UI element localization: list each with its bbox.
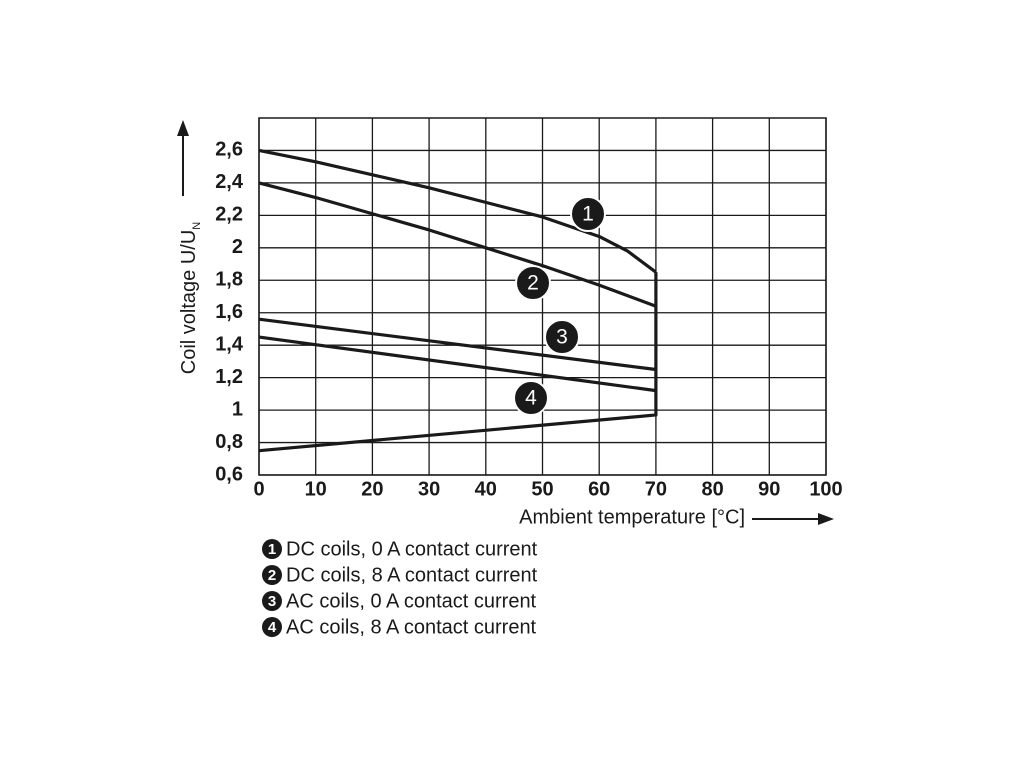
legend-label: AC coils, 0 A contact current <box>286 590 537 612</box>
x-tick-label: 10 <box>305 478 327 500</box>
x-tick-label: 80 <box>701 478 723 500</box>
y-axis-label: Coil voltage U/U <box>178 230 200 375</box>
legend-marker <box>262 617 282 637</box>
x-tick-label: 40 <box>475 478 497 500</box>
x-tick-label: 60 <box>588 478 610 500</box>
x-tick-label: 0 <box>253 478 264 500</box>
series-line <box>258 148 657 274</box>
x-tick-label: 50 <box>531 478 553 500</box>
legend-marker <box>262 565 282 585</box>
curve-marker <box>570 196 606 232</box>
curve-marker <box>513 380 549 416</box>
legend-key: 3 <box>268 593 276 610</box>
y-axis-arrowhead <box>177 120 189 136</box>
x-tick-label: 30 <box>418 478 440 500</box>
y-tick-label: 1 <box>232 398 243 420</box>
y-tick-label: 2,6 <box>215 139 243 161</box>
series-line <box>258 317 657 372</box>
curve-marker-label: 1 <box>582 203 594 226</box>
legend-marker <box>262 591 282 611</box>
legend-label: DC coils, 8 A contact current <box>286 564 538 586</box>
y-tick-label: 2 <box>232 236 243 258</box>
x-axis-title: Ambient temperature [°C] <box>519 506 745 528</box>
y-axis-title: Coil voltage U/UN <box>178 222 203 375</box>
y-tick-label: 1,4 <box>215 333 244 355</box>
y-axis-label-sub: N <box>191 222 203 230</box>
series-line <box>258 181 657 308</box>
legend-label: DC coils, 0 A contact current <box>286 538 538 560</box>
y-tick-label: 2,4 <box>215 171 244 193</box>
legend-label: AC coils, 8 A contact current <box>286 616 537 638</box>
y-tick-label: 1,6 <box>215 301 243 323</box>
y-tick-label: 2,2 <box>215 204 243 226</box>
x-tick-label: 20 <box>361 478 383 500</box>
curve-marker <box>544 319 580 355</box>
y-tick-label: 1,2 <box>215 366 243 388</box>
y-tick-label: 0,8 <box>215 431 243 453</box>
x-tick-label: 70 <box>645 478 667 500</box>
x-axis-arrowhead <box>818 513 834 525</box>
curve-marker-label: 4 <box>525 387 537 410</box>
legend-key: 4 <box>268 619 277 636</box>
curve-marker-label: 2 <box>527 272 539 295</box>
series-line <box>258 335 657 393</box>
curve-marker-label: 3 <box>556 326 568 349</box>
series-line <box>258 272 658 453</box>
curve-marker <box>515 265 551 301</box>
x-tick-label: 100 <box>809 478 842 500</box>
legend-marker <box>262 539 282 559</box>
y-tick-label: 0,6 <box>215 463 243 485</box>
x-tick-label: 90 <box>758 478 780 500</box>
y-tick-label: 1,8 <box>215 269 243 291</box>
legend-key: 1 <box>268 541 276 558</box>
legend-key: 2 <box>268 567 276 584</box>
